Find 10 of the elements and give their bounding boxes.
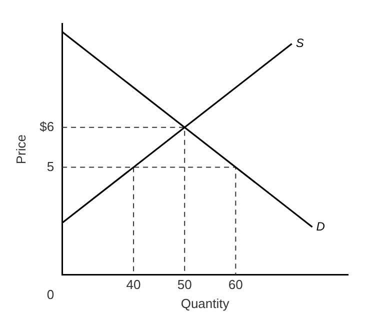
series-label: S <box>296 36 304 50</box>
text: 0 <box>46 286 54 302</box>
x-axis-title: Quantity <box>180 296 230 311</box>
x-tick-label: 60 <box>228 277 243 292</box>
x-tick-label: 40 <box>126 277 141 292</box>
series-label: D <box>316 219 326 234</box>
x-tick-label: 50 <box>177 277 192 292</box>
y-tick-label: $6 <box>40 118 54 134</box>
y-axis-title: Price <box>13 134 28 164</box>
y-tick-label: 5 <box>46 158 54 174</box>
